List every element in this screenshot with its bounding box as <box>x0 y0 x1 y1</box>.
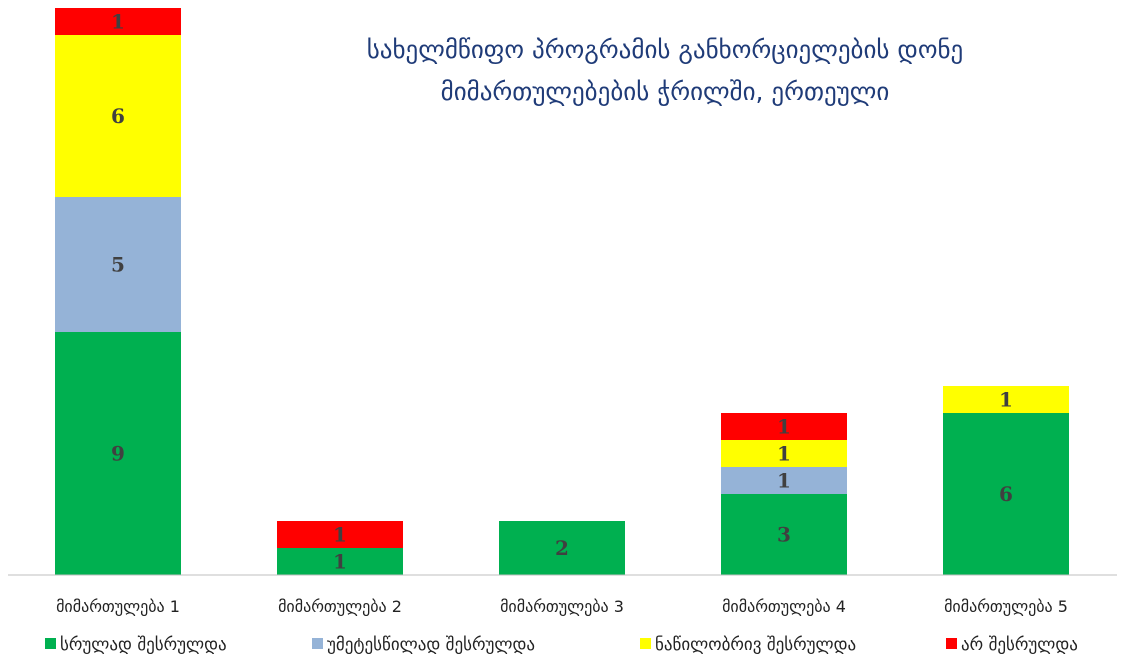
bar-segment <box>55 8 181 35</box>
legend-swatch <box>640 638 651 649</box>
data-label: 5 <box>111 253 125 277</box>
legend-label: უმეტესწილად შესრულდა <box>327 635 535 655</box>
bar-segment <box>55 332 181 575</box>
bar-segment <box>499 521 625 575</box>
data-label: 1 <box>333 550 347 574</box>
category-label: მიმართულება 5 <box>944 597 1068 616</box>
data-label: 3 <box>777 523 791 547</box>
bar-segment <box>55 197 181 332</box>
legend-swatch <box>312 638 323 649</box>
data-label: 1 <box>777 469 791 493</box>
data-label: 1 <box>777 442 791 466</box>
legend-label: არ შესრულდა <box>961 635 1078 655</box>
bar-segment <box>277 521 403 548</box>
bar-segment <box>721 413 847 440</box>
chart-title-line-2: მიმართულებების ჭრილში, ერთეული <box>441 77 890 106</box>
data-label: 1 <box>777 415 791 439</box>
category-label: მიმართულება 3 <box>500 597 624 616</box>
legend: სრულად შესრულდა უმეტესწილად შესრულდა ნაწილ… <box>45 635 1078 655</box>
category-label: მიმართულება 1 <box>56 597 180 616</box>
bar-segment <box>55 35 181 197</box>
bar-segment <box>277 548 403 575</box>
data-label: 6 <box>999 482 1013 506</box>
legend-label: ნაწილობრივ შესრულდა <box>655 635 856 655</box>
category-label: მიმართულება 4 <box>722 597 846 616</box>
data-label: 6 <box>111 104 125 128</box>
data-label: 2 <box>555 536 569 560</box>
bar-segment <box>943 413 1069 575</box>
legend-swatch <box>946 638 957 649</box>
data-label: 1 <box>999 388 1013 412</box>
bar-segment <box>721 440 847 467</box>
bar-segment <box>943 386 1069 413</box>
chart-title-line-1: სახელმწიფო პროგრამის განხორციელების დონე <box>367 35 964 64</box>
data-label: 9 <box>111 442 125 466</box>
bar-segment <box>721 467 847 494</box>
data-label: 1 <box>111 10 125 34</box>
bar-segment <box>721 494 847 575</box>
category-label: მიმართულება 2 <box>278 597 402 616</box>
legend-label: სრულად შესრულდა <box>60 635 227 655</box>
category-labels: მიმართულება 1 მიმართულება 2 მიმართულება 3 მ… <box>56 597 1068 616</box>
data-label: 1 <box>333 523 347 547</box>
legend-swatch <box>45 638 56 649</box>
